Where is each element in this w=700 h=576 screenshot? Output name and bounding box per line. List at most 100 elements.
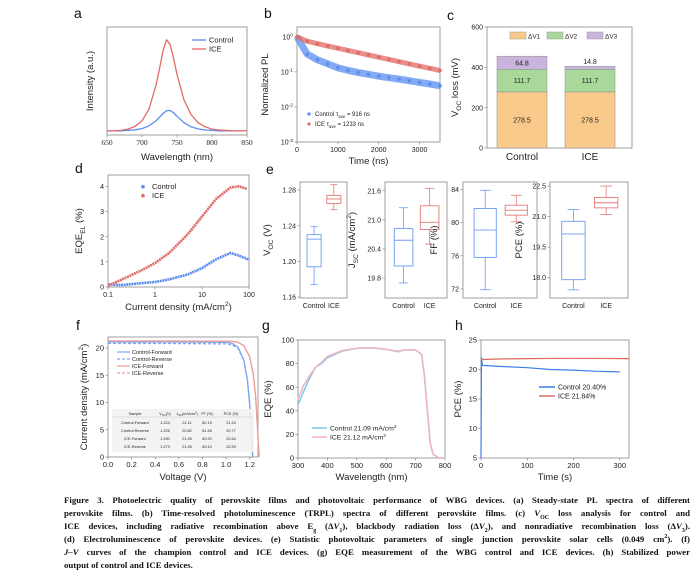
legend-swatch [546,31,564,40]
panel-c: 0 200 400 600 VOC loss (mV) 278.5 111.7 64.8 Con… [450,25,633,163]
caption-text: (d) Electroluminescence of perovskite de… [64,534,665,544]
caption-text: output of control and ICE devices. [64,560,193,570]
x-axis-label: Voltage (V) [160,472,207,483]
y-tick-label: 15 [469,395,477,404]
y-tick-label: 1 [100,259,104,266]
x-tick-label: 100 [521,461,534,470]
x-tick-label: 200 [567,461,580,470]
x-tick-label: 0 [479,461,483,470]
trpl-point [315,58,320,62]
caption-text: 2 [484,527,488,534]
caption-text: V [333,521,340,531]
x-category-label: ICE [424,303,436,310]
eqe-el-curve-ice [107,185,248,287]
x-tick-label: 0.6 [174,460,184,469]
caption-text: loss analysis for control and [549,508,690,518]
legend-label-part: = 916 ns [345,112,370,118]
table-cell: Control-Forward [121,421,148,425]
table-header: Sample [129,412,142,416]
legend-label: ICE-Forward [132,364,163,370]
x-tick-label: 650 [101,138,113,147]
caption-text: ICE devices, including radiative recombi… [64,521,314,531]
y-tick-label: 21.6 [367,188,381,195]
x-category-label: Control [392,303,415,310]
y-tick-label: 2 [100,234,104,241]
trpl-point [336,46,340,51]
panel-f: 0.0 0.2 0.4 0.6 0.8 1.0 1.2 0 5 10 15 20 Voltage (V)… [78,336,260,483]
caption-line: perovskite films. (b) Time-resolved phot… [64,507,690,521]
jv-curve-ice-reverse [108,340,260,458]
x-tick-label: 1000 [330,147,346,154]
y-axis-label-part: V [450,110,461,117]
pce-stability-curve-ice [480,357,630,361]
y-tick-label: 20 [286,430,294,439]
y-axis-label-part: ) [79,344,90,347]
trpl-point [346,68,350,73]
y-axis-label-part: (V) [262,224,273,239]
y-tick-label: 1.28 [282,188,296,195]
plot-frame [107,174,250,288]
panel-e-ff: 72 76 80 84 FF (%) Control ICE [429,181,538,310]
panel-g: 300 400 500 600 700 800 0 20 40 60 80 100 Wavelength… [263,336,451,483]
y-axis-label-part: 2 [346,215,353,219]
trpl-point [427,66,432,71]
table-cell: Control-Reverse [121,429,149,433]
pl-curve-ice [107,39,247,132]
bar-value-label: 278.5 [581,117,599,124]
legend-label-part: ICE 21.12 mA/cm [330,435,384,442]
caption-text: 1 [339,527,343,534]
pce-stability-curve-control [480,357,620,459]
caption-line: ICE devices, including radiative recombi… [64,520,690,534]
x-tick-label: 750 [171,138,183,147]
x-tick-label: 0.8 [197,460,207,469]
table-header-part: FF (%) [201,412,213,416]
y-tick-label: 40 [286,406,294,415]
legend-label: Control-Forward [132,350,172,356]
legend-swatch [509,31,527,40]
table-cell: 21.24 [226,421,236,425]
figure-caption: Figure 3. Photoelectric quality of perov… [64,494,690,572]
legend-marker [141,184,145,189]
caption-text: J–V [64,547,79,557]
x-tick-label: 400 [321,461,334,470]
caption-text: V [675,521,682,531]
legend-label-part: ICE τ [315,122,330,128]
x-category-label: ICE [328,303,340,310]
trpl-point [417,64,422,68]
caption-text: 2 [664,534,668,541]
trpl-point [387,75,391,80]
trpl-point [376,74,381,79]
y-tick-label: 80 [451,220,459,227]
x-tick-label: 300 [613,461,626,470]
y-axis-label: VOC loss (mV) [450,58,463,117]
legend-swatch [586,31,604,40]
y-tick-label-part: -2 [289,103,294,109]
legend-label: Control 20.40% [558,385,606,392]
table-cell: 82.15 [202,421,212,425]
table-cell: 20.82 [182,429,192,433]
table-cell: 1.224 [160,421,170,425]
y-tick-label: 18.0 [532,275,546,282]
y-tick-label: 0 [290,454,294,463]
trpl-point [325,44,330,48]
trpl-point [346,48,350,53]
y-axis-label-part: Current density (mA/cm [79,350,90,450]
x-category-label: ICE [600,303,612,310]
bar-value-label: 14.8 [583,59,597,66]
y-axis-label-part: SC [353,254,360,263]
bar-ΔV1-control [496,91,548,149]
legend-label: ICE 21.12 mA/cm2 [330,433,386,442]
y-axis-label-part: ) [347,212,358,215]
trpl-point [305,52,310,56]
caption-line: output of control and ICE devices. [64,559,690,572]
caption-text: Figure 3. Photoelectric quality of perov… [64,495,690,505]
plot-frame [480,339,630,459]
table-cell: 83.20 [202,437,212,441]
x-tick-label: 1.0 [221,460,231,469]
trpl-point [407,78,412,83]
x-tick-label: 10 [198,292,206,299]
trpl-point [366,72,371,77]
legend-label: Control-Reverse [132,357,172,363]
